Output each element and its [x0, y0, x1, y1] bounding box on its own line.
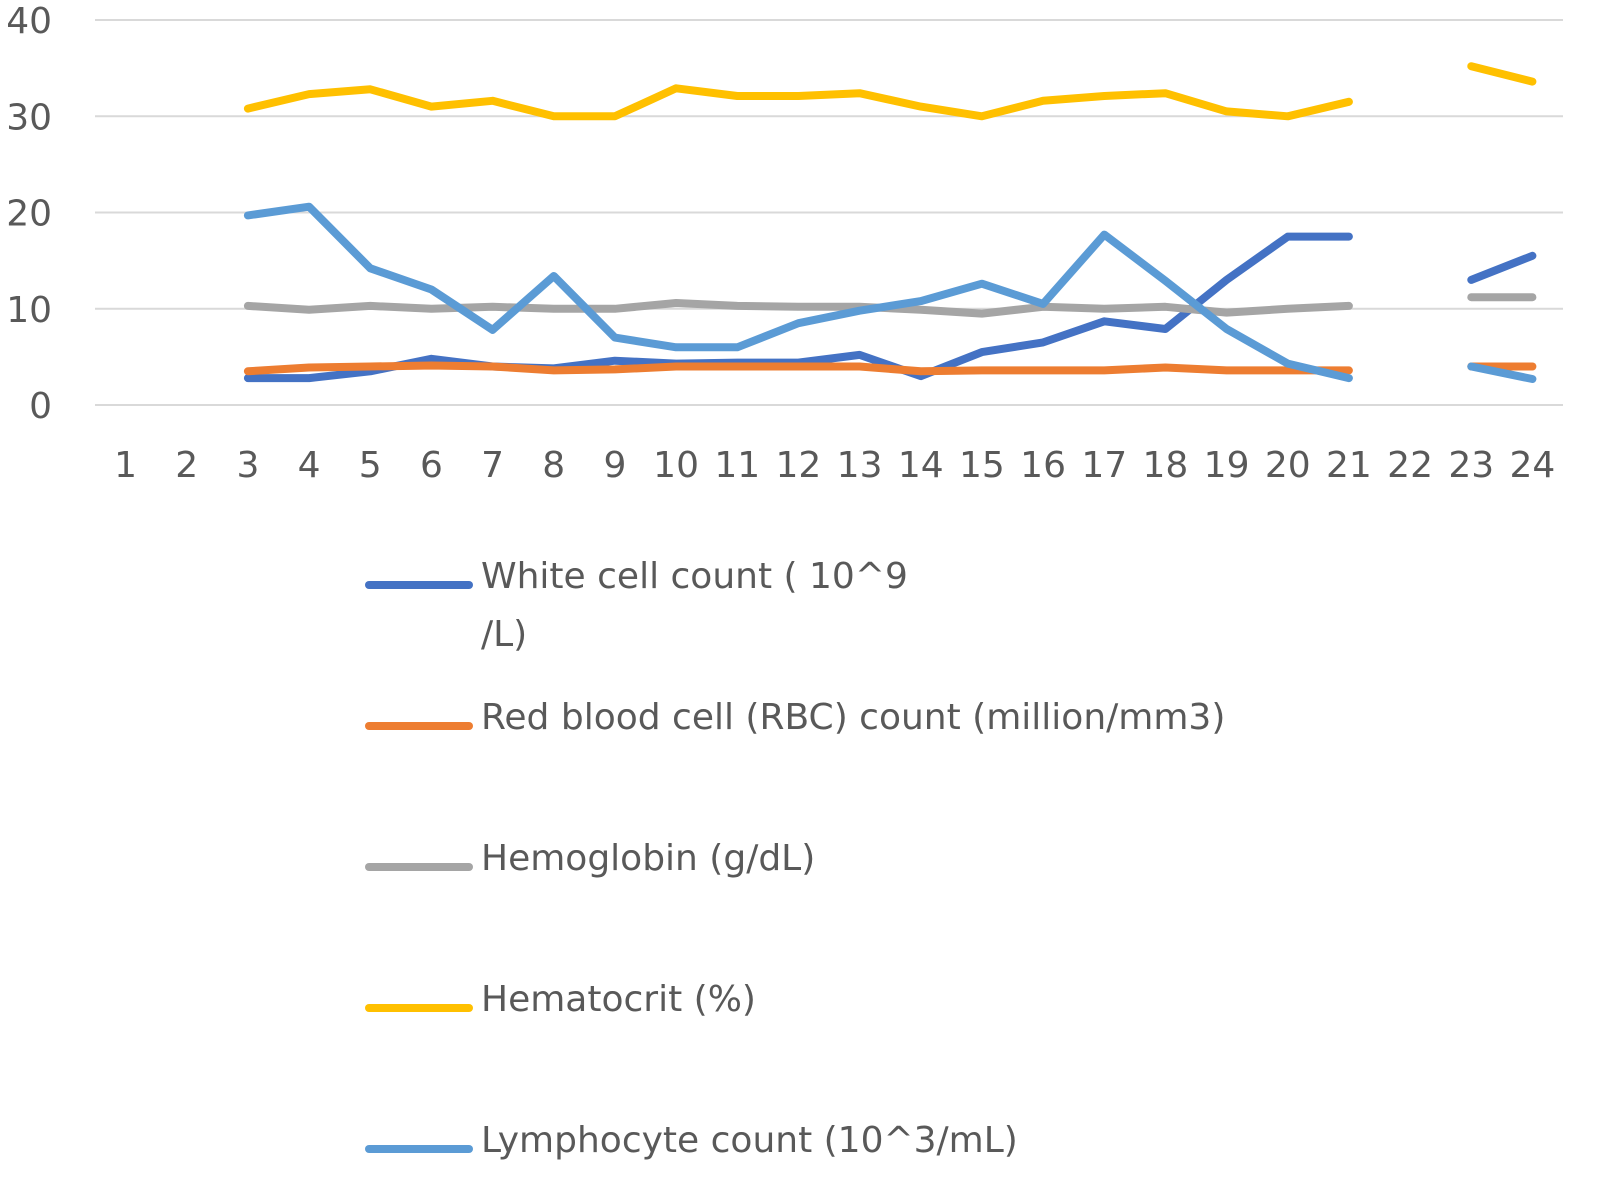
x-tick-label: 12 [776, 445, 822, 486]
x-tick-label: 21 [1326, 445, 1372, 486]
series-line-4 [243, 202, 1353, 383]
series-lines [243, 62, 1537, 383]
x-tick-label: 5 [359, 445, 382, 486]
x-tick-label: 20 [1265, 445, 1311, 486]
x-axis-ticks: 1 2 3 4 5 6 7 8 9 10 11 12 13 14 15 16 17 18 19 20 21 22 23 24 [114, 445, 1555, 486]
series-line-4 [1467, 362, 1537, 383]
x-tick-label: 16 [1020, 445, 1066, 486]
x-tick-label: 6 [420, 445, 443, 486]
x-tick-label: 19 [1204, 445, 1250, 486]
x-tick-label: 9 [603, 445, 626, 486]
series-line-3 [1467, 62, 1537, 86]
series-line-3 [243, 84, 1353, 121]
series-line-1 [243, 361, 1353, 376]
x-tick-label: 3 [236, 445, 259, 486]
y-axis-ticks: 0 10 20 30 40 [6, 1, 52, 427]
y-tick-label: 0 [29, 386, 52, 427]
x-tick-label: 13 [837, 445, 883, 486]
x-tick-label: 18 [1143, 445, 1189, 486]
x-tick-label: 7 [481, 445, 504, 486]
x-tick-label: 15 [959, 445, 1005, 486]
x-tick-label: 17 [1081, 445, 1127, 486]
y-tick-label: 20 [6, 194, 52, 235]
x-tick-label: 4 [298, 445, 321, 486]
x-tick-label: 22 [1387, 445, 1433, 486]
x-tick-label: 14 [898, 445, 944, 486]
x-tick-label: 23 [1448, 445, 1494, 486]
x-tick-label: 1 [114, 445, 137, 486]
series-line-2 [243, 299, 1353, 318]
y-tick-label: 10 [6, 290, 52, 331]
y-tick-label: 30 [6, 97, 52, 138]
x-tick-label: 2 [175, 445, 198, 486]
x-tick-label: 11 [714, 445, 760, 486]
y-tick-label: 40 [6, 1, 52, 42]
x-tick-label: 10 [653, 445, 699, 486]
series-line-0 [1467, 251, 1537, 284]
x-tick-label: 24 [1510, 445, 1556, 486]
x-tick-label: 8 [542, 445, 565, 486]
